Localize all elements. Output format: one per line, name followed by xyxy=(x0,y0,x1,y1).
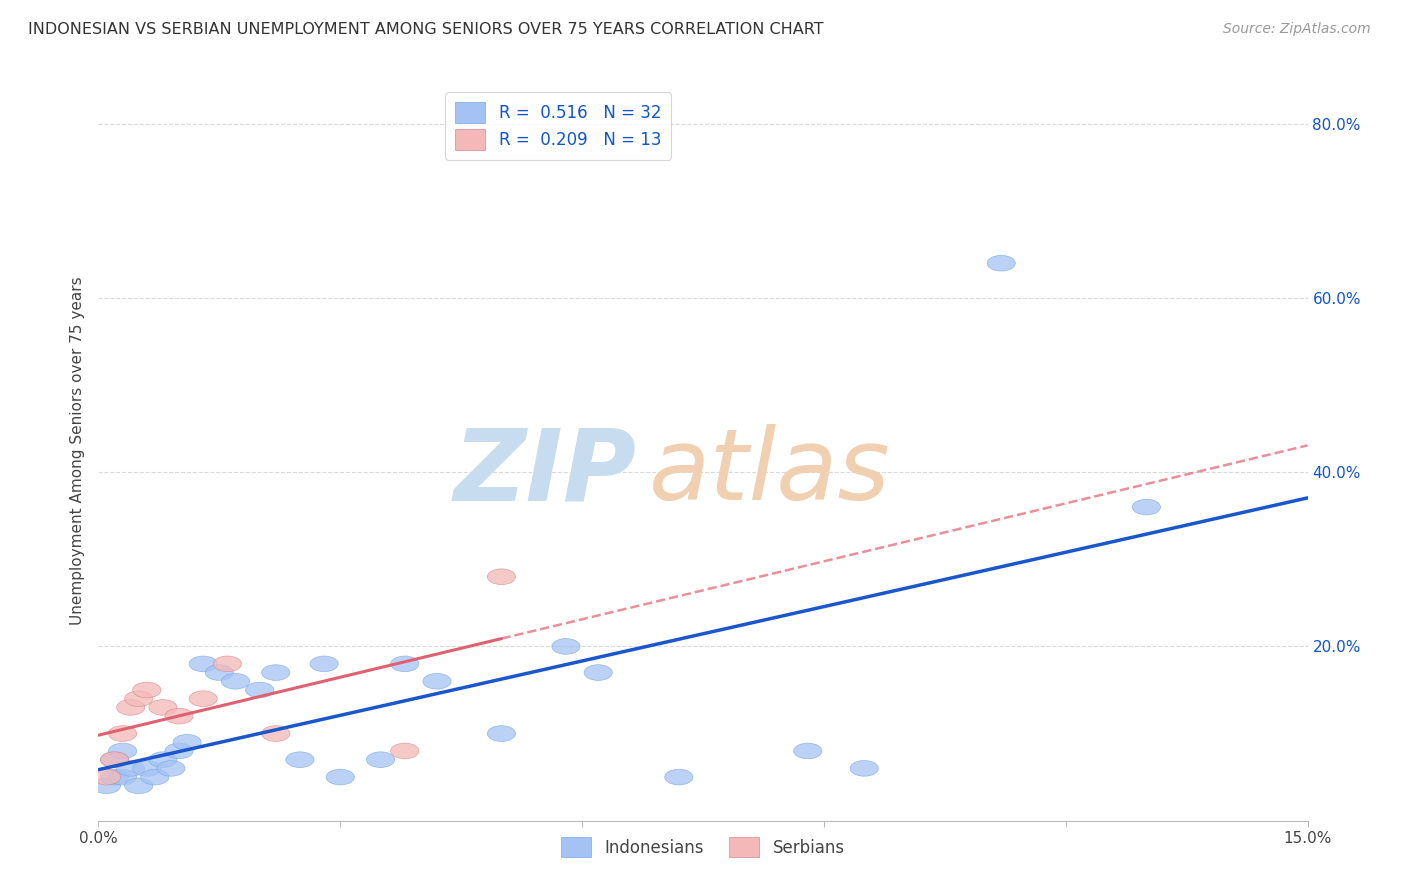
Ellipse shape xyxy=(117,699,145,715)
Ellipse shape xyxy=(93,778,121,794)
Ellipse shape xyxy=(173,734,201,750)
Ellipse shape xyxy=(205,665,233,681)
Ellipse shape xyxy=(285,752,314,767)
Ellipse shape xyxy=(149,699,177,715)
Ellipse shape xyxy=(367,752,395,767)
Ellipse shape xyxy=(125,778,153,794)
Ellipse shape xyxy=(108,726,136,741)
Ellipse shape xyxy=(326,769,354,785)
Ellipse shape xyxy=(100,752,129,767)
Ellipse shape xyxy=(793,743,823,759)
Ellipse shape xyxy=(93,769,121,785)
Y-axis label: Unemployment Among Seniors over 75 years: Unemployment Among Seniors over 75 years xyxy=(70,277,86,624)
Ellipse shape xyxy=(165,708,193,724)
Ellipse shape xyxy=(100,769,129,785)
Ellipse shape xyxy=(488,726,516,741)
Text: atlas: atlas xyxy=(648,425,890,521)
Ellipse shape xyxy=(117,761,145,776)
Ellipse shape xyxy=(423,673,451,690)
Text: INDONESIAN VS SERBIAN UNEMPLOYMENT AMONG SENIORS OVER 75 YEARS CORRELATION CHART: INDONESIAN VS SERBIAN UNEMPLOYMENT AMONG… xyxy=(28,22,824,37)
Ellipse shape xyxy=(488,569,516,584)
Legend: Indonesians, Serbians: Indonesians, Serbians xyxy=(555,830,851,864)
Ellipse shape xyxy=(165,743,193,759)
Ellipse shape xyxy=(214,656,242,672)
Ellipse shape xyxy=(157,761,186,776)
Ellipse shape xyxy=(851,761,879,776)
Ellipse shape xyxy=(1132,500,1160,515)
Ellipse shape xyxy=(262,665,290,681)
Ellipse shape xyxy=(132,682,160,698)
Ellipse shape xyxy=(391,743,419,759)
Ellipse shape xyxy=(262,726,290,741)
Ellipse shape xyxy=(108,769,136,785)
Ellipse shape xyxy=(141,769,169,785)
Ellipse shape xyxy=(108,743,136,759)
Text: Source: ZipAtlas.com: Source: ZipAtlas.com xyxy=(1223,22,1371,37)
Ellipse shape xyxy=(221,673,250,690)
Ellipse shape xyxy=(190,656,218,672)
Ellipse shape xyxy=(391,656,419,672)
Ellipse shape xyxy=(132,761,160,776)
Ellipse shape xyxy=(246,682,274,698)
Ellipse shape xyxy=(553,639,581,654)
Text: ZIP: ZIP xyxy=(454,425,637,521)
Ellipse shape xyxy=(583,665,613,681)
Ellipse shape xyxy=(665,769,693,785)
Ellipse shape xyxy=(987,255,1015,271)
Ellipse shape xyxy=(149,752,177,767)
Ellipse shape xyxy=(190,691,218,706)
Ellipse shape xyxy=(125,691,153,706)
Ellipse shape xyxy=(311,656,339,672)
Ellipse shape xyxy=(100,752,129,767)
